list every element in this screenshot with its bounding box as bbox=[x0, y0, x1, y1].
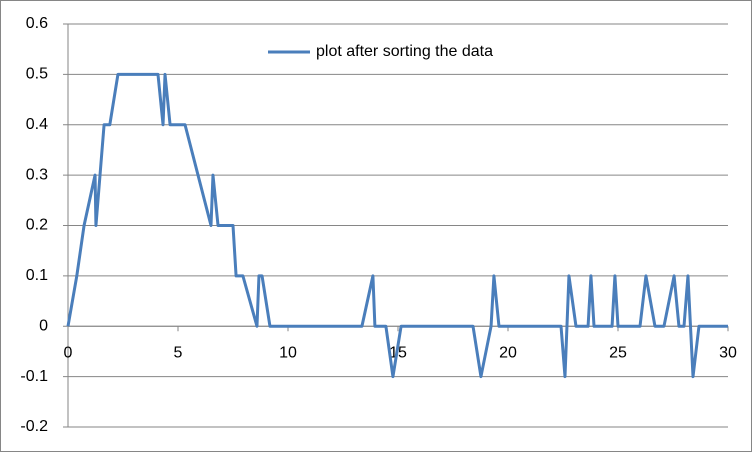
x-tick-label: 10 bbox=[279, 344, 297, 361]
x-tick-label: 20 bbox=[499, 344, 517, 361]
y-tick-label: 0.1 bbox=[26, 267, 48, 284]
y-tick-label: -0.1 bbox=[20, 368, 48, 385]
x-tick-label: 25 bbox=[609, 344, 627, 361]
y-tick-label: 0.5 bbox=[26, 66, 48, 83]
data-line bbox=[66, 72, 728, 379]
x-tick-label: 0 bbox=[64, 344, 73, 361]
legend-label: plot after sorting the data bbox=[316, 43, 493, 60]
x-tick-label: 5 bbox=[174, 344, 183, 361]
y-tick-label: -0.2 bbox=[20, 418, 48, 435]
y-tick-label: 0.3 bbox=[26, 166, 48, 183]
y-tick-label: 0.6 bbox=[26, 15, 48, 32]
x-tick-label: 30 bbox=[719, 344, 737, 361]
y-tick-label: 0.2 bbox=[26, 217, 48, 234]
y-tick-label: 0.4 bbox=[26, 116, 48, 133]
y-tick-label: 0 bbox=[39, 317, 48, 334]
